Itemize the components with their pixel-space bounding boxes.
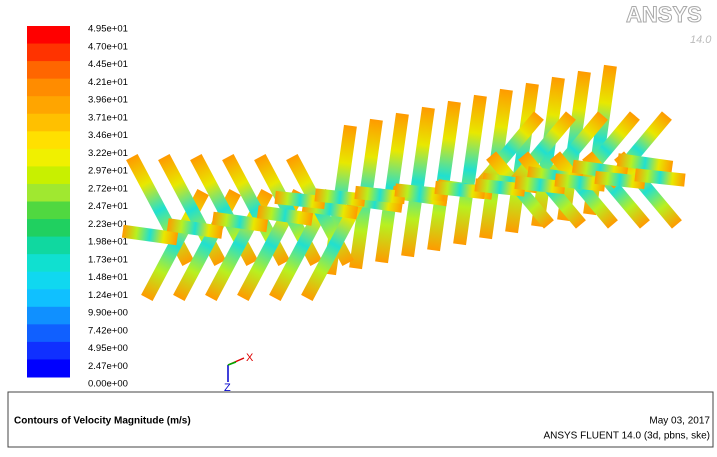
colorbar-band bbox=[27, 324, 70, 342]
colorbar-band bbox=[27, 114, 70, 132]
colorbar-label: 3.96e+01 bbox=[88, 95, 128, 106]
colorbar-band bbox=[27, 184, 70, 202]
colorbar-label: 4.95e+01 bbox=[88, 24, 128, 35]
colorbar-band bbox=[27, 237, 70, 255]
colorbar-band bbox=[27, 342, 70, 360]
x-label: X bbox=[246, 352, 254, 364]
footer-title: Contours of Velocity Magnitude (m/s) bbox=[14, 416, 191, 427]
colorbar-band bbox=[27, 166, 70, 184]
colorbar-band bbox=[27, 26, 70, 44]
colorbar-band bbox=[27, 61, 70, 79]
logo-version: 14.0 bbox=[690, 34, 712, 46]
colorbar-label: 2.72e+01 bbox=[88, 183, 128, 194]
colorbar-label: 3.46e+01 bbox=[88, 130, 128, 141]
colorbar-band bbox=[27, 149, 70, 167]
colorbar-label: 0.00e+00 bbox=[88, 379, 128, 390]
colorbar-band bbox=[27, 359, 70, 377]
colorbar-label: 4.70e+01 bbox=[88, 41, 128, 52]
colorbar-label: 2.47e+00 bbox=[88, 361, 128, 372]
colorbar-label: 4.95e+00 bbox=[88, 343, 128, 354]
colorbar-label: 7.42e+00 bbox=[88, 325, 128, 336]
colorbar-label: 1.73e+01 bbox=[88, 254, 128, 265]
colorbar-label: 4.21e+01 bbox=[88, 77, 128, 88]
colorbar-band bbox=[27, 44, 70, 62]
colorbar-band bbox=[27, 254, 70, 272]
colorbar-label: 4.45e+01 bbox=[88, 59, 128, 70]
colorbar-band bbox=[27, 219, 70, 237]
logo-brand: ANSYS bbox=[626, 2, 702, 27]
colorbar-label: 1.24e+01 bbox=[88, 290, 128, 301]
colorbar-band bbox=[27, 131, 70, 149]
colorbar-band bbox=[27, 307, 70, 325]
colorbar-label: 1.98e+01 bbox=[88, 237, 128, 248]
colorbar-band bbox=[27, 289, 70, 307]
colorbar-label: 2.97e+01 bbox=[88, 166, 128, 177]
colorbar-band bbox=[27, 79, 70, 97]
colorbar-label: 2.47e+01 bbox=[88, 201, 128, 212]
colorbar-band bbox=[27, 272, 70, 290]
colorbar-label: 3.22e+01 bbox=[88, 148, 128, 159]
footer-solver: ANSYS FLUENT 14.0 (3d, pbns, ske) bbox=[543, 431, 710, 442]
colorbar-label: 1.48e+01 bbox=[88, 272, 128, 283]
colorbar-label: 9.90e+00 bbox=[88, 308, 128, 319]
colorbar-band bbox=[27, 96, 70, 114]
colorbar-band bbox=[27, 202, 70, 220]
footer-date: May 03, 2017 bbox=[649, 416, 710, 427]
fluent-window: 4.95e+01 4.70e+01 4.45e+01 4.21e+01 3.96e+01… bbox=[0, 0, 717, 452]
colorbar-label: 2.23e+01 bbox=[88, 219, 128, 230]
colorbar-label: 3.71e+01 bbox=[88, 112, 128, 123]
